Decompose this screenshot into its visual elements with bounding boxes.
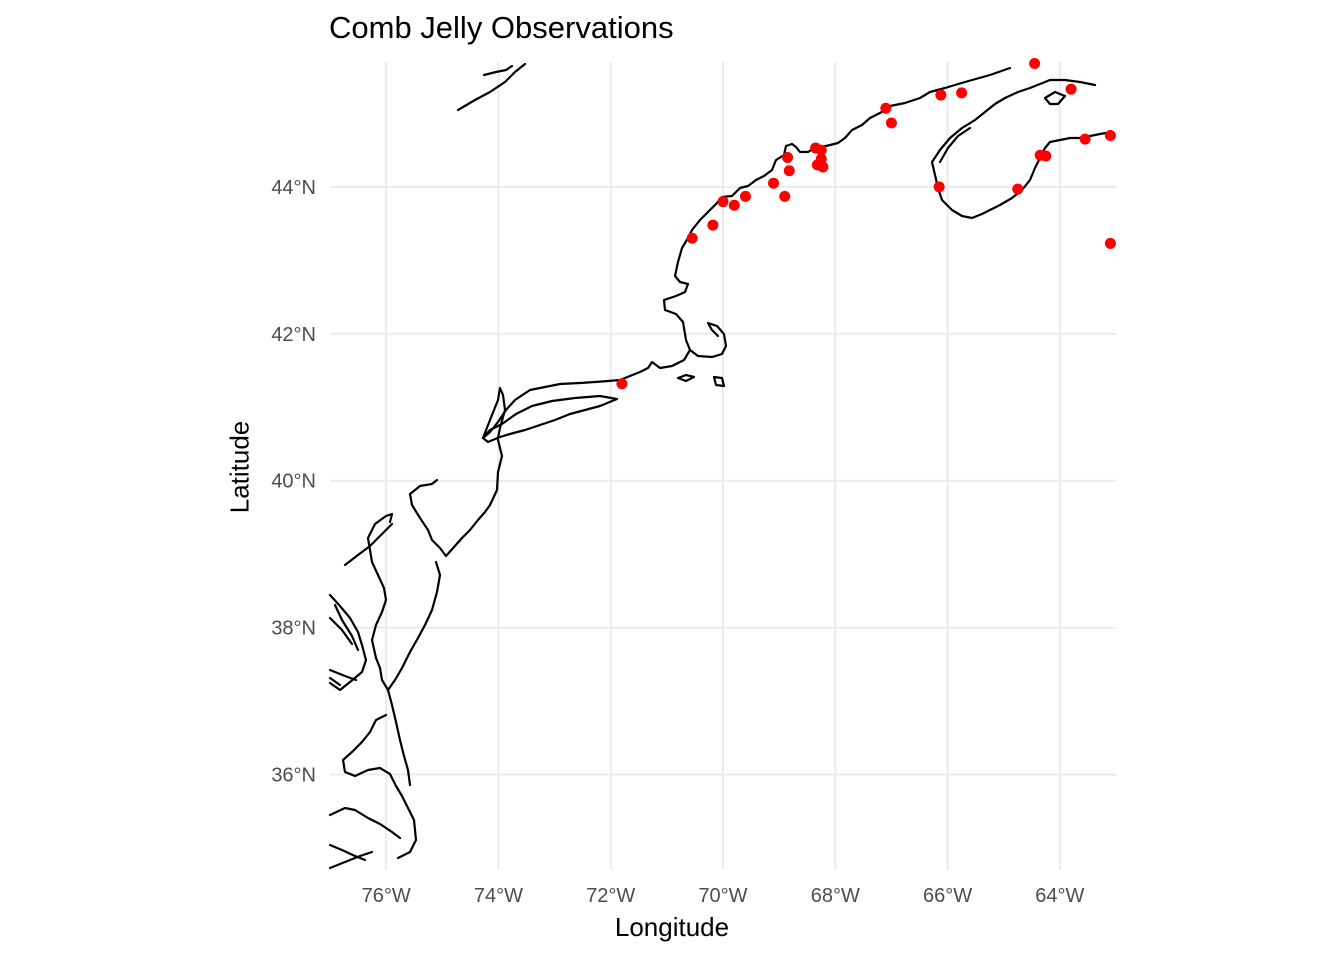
observation-point xyxy=(815,144,827,156)
observation-point xyxy=(935,89,947,101)
coastline xyxy=(328,62,1114,870)
observation-point xyxy=(686,232,698,244)
observation-point xyxy=(1012,183,1024,195)
y-tick-label: 40°N xyxy=(271,471,316,493)
x-tick-label: 66°W xyxy=(923,885,972,907)
y-tick-label: 38°N xyxy=(271,618,316,640)
observation-points xyxy=(616,57,1116,390)
x-tick-label: 68°W xyxy=(811,885,860,907)
observation-point xyxy=(933,181,945,193)
observation-point xyxy=(956,87,968,99)
coastline-virginia xyxy=(328,688,418,870)
y-axis-ticks: 36°N 38°N 40°N 42°N 44°N xyxy=(271,177,316,787)
observation-point xyxy=(707,219,719,231)
observation-point xyxy=(1040,150,1052,162)
y-tick-label: 42°N xyxy=(271,324,316,346)
observation-point xyxy=(1104,129,1116,141)
observation-point xyxy=(880,102,892,114)
observation-point xyxy=(728,199,740,211)
observation-point xyxy=(815,153,827,165)
x-tick-label: 74°W xyxy=(474,885,523,907)
observation-point xyxy=(1104,237,1116,249)
x-axis-ticks: 76°W 74°W 72°W 70°W 68°W 66°W 64°W xyxy=(362,885,1085,907)
observation-point xyxy=(768,177,780,189)
observation-point xyxy=(739,190,751,202)
coastline-chesapeake xyxy=(328,522,394,692)
coastline-delmarva xyxy=(366,512,442,692)
observation-point xyxy=(1079,133,1091,145)
observation-point xyxy=(616,378,628,390)
y-tick-label: 36°N xyxy=(271,765,316,787)
observation-point xyxy=(779,190,791,202)
observation-point xyxy=(717,196,729,208)
y-axis-title: Latitude xyxy=(224,420,255,514)
chart-title: Comb Jelly Observations xyxy=(329,10,674,45)
coastline-nova-scotia xyxy=(930,78,1114,220)
x-tick-label: 72°W xyxy=(586,885,635,907)
observation-point xyxy=(782,151,794,163)
coastline-cape-cod xyxy=(688,321,728,359)
coastline-pei xyxy=(1043,90,1067,106)
x-axis-title: Longitude xyxy=(614,912,730,942)
y-tick-label: 44°N xyxy=(271,177,316,199)
observation-point xyxy=(885,117,897,129)
x-tick-label: 70°W xyxy=(698,885,747,907)
coastline-new-jersey xyxy=(408,438,504,558)
x-tick-label: 76°W xyxy=(362,885,411,907)
coastline-islands xyxy=(676,373,726,388)
coastline-long-island xyxy=(481,394,619,444)
coastline-fundy-inner xyxy=(938,126,972,164)
observation-point xyxy=(1029,57,1041,69)
observation-point xyxy=(1065,83,1077,95)
observation-point xyxy=(783,165,795,177)
coastline-hudson xyxy=(481,386,507,440)
coastline-fragment-north xyxy=(456,62,527,112)
coastline-new-england xyxy=(481,66,1012,440)
gridlines xyxy=(330,62,1116,870)
x-tick-label: 64°W xyxy=(1035,885,1084,907)
